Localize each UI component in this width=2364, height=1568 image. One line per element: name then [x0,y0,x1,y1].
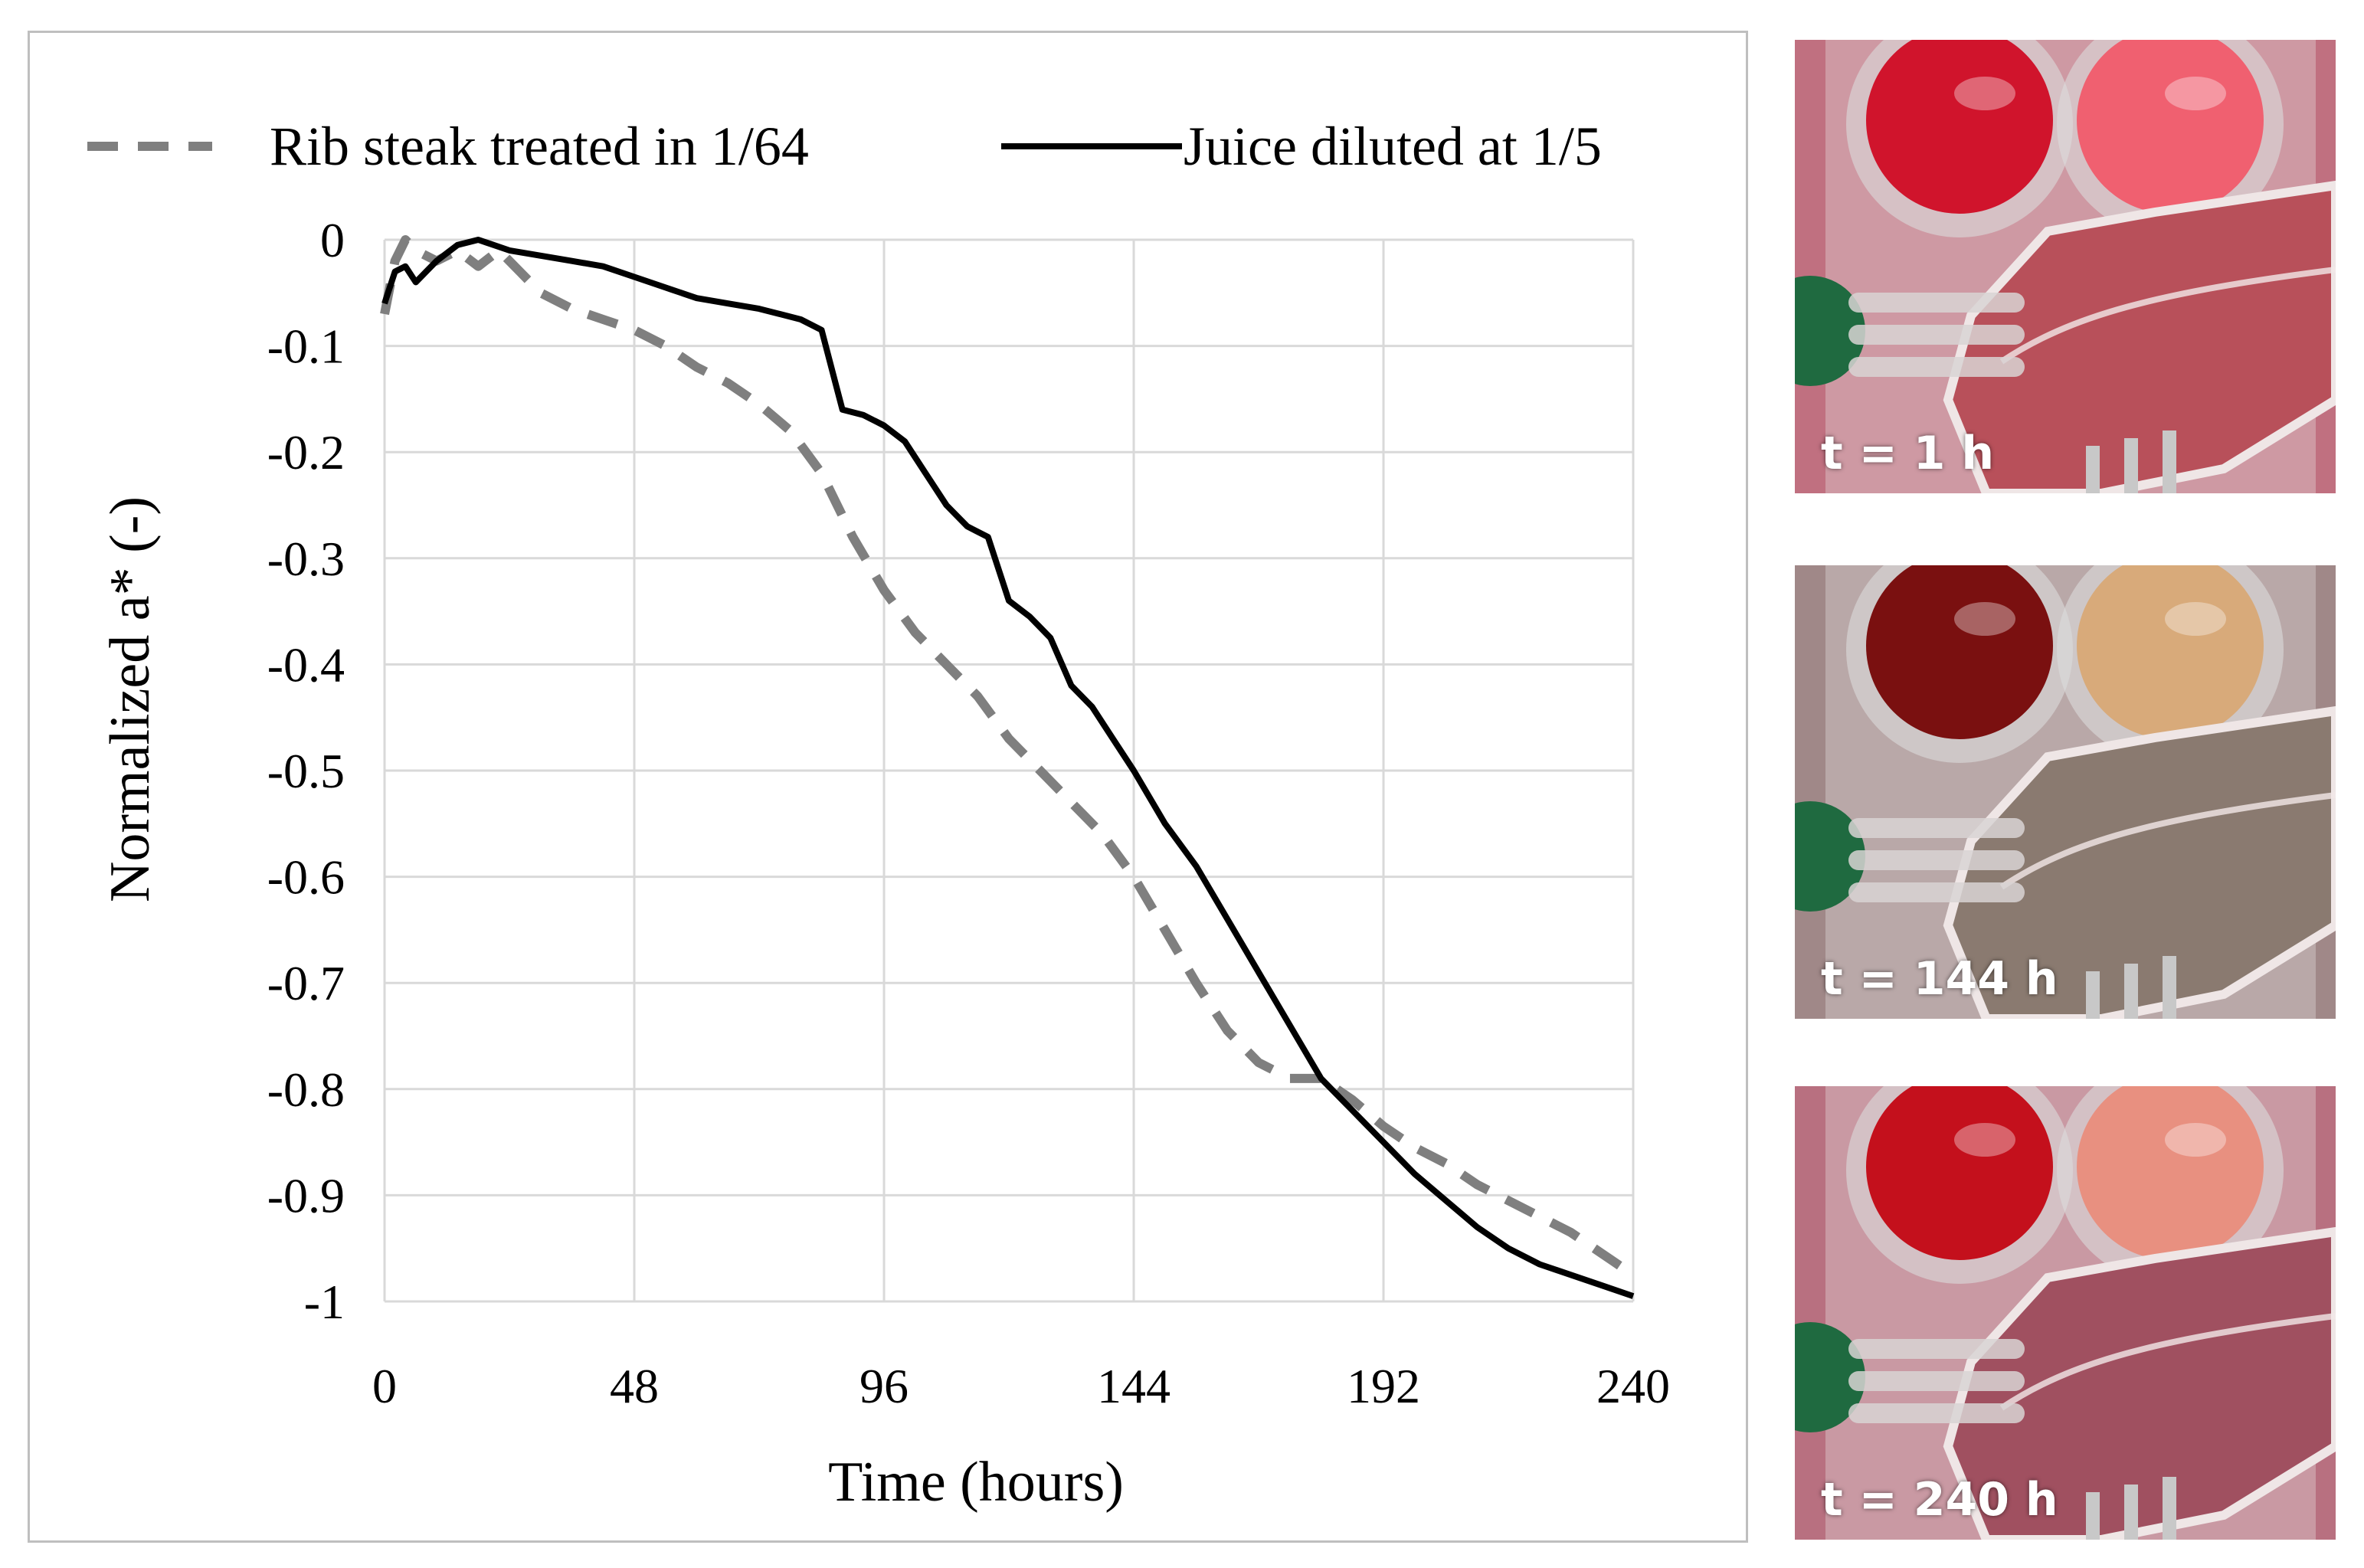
photo-label-1h: t = 1 h [1821,427,1995,480]
meat-slice [1943,705,2336,1019]
connector-2 [2124,438,2138,493]
x-tick-label: 240 [1596,1359,1670,1413]
green-cap [1795,801,1865,912]
connector-2 [2124,964,2138,1019]
y-tick-label: -0.9 [267,1168,345,1223]
series-line-1 [380,235,1636,1279]
x-tick-label: 96 [859,1359,909,1413]
photo-panel-144h: t = 144 h [1795,565,2336,1019]
meat-slice [1943,1226,2336,1540]
green-cap [1795,1322,1865,1432]
photo-label-144h: t = 144 h [1821,952,2058,1006]
x-tick-label: 48 [610,1359,659,1413]
dish-highlight-right [2165,1123,2226,1157]
probe-3 [1848,882,2025,902]
photo-panel-1h: t = 1 h [1795,40,2336,493]
connector-3 [2163,956,2176,1019]
probe-2 [1848,850,2025,870]
legend-label-series-1: Rib steak treated in 1/64 [270,116,809,177]
probe-1 [1848,293,2025,313]
connector-3 [2163,430,2176,493]
chart-frame: 0 -0.1 -0.2 -0.3 -0.4 -0.5 -0.6 -0.7 -0.8 -0.9 -1 0… [28,31,1748,1543]
dish-right [2077,40,2264,214]
meat-fat-streak [1999,792,2336,890]
y-tick-label: 0 [320,213,345,267]
dish-right [2077,1086,2264,1260]
probe-1 [1848,1339,2025,1359]
dish-left [1866,40,2053,214]
probe-3 [1848,357,2025,377]
x-tick-label: 192 [1347,1359,1420,1413]
meat-fat-streak [1999,1313,2336,1411]
connector-1 [2086,446,2100,493]
sample-photo-144h [1795,565,2336,1019]
green-cap [1795,276,1865,386]
y-tick-label: -0.2 [267,425,345,480]
line-chart: 0 -0.1 -0.2 -0.3 -0.4 -0.5 -0.6 -0.7 -0.8 -0.9 -1 0… [87,116,1670,1514]
meat-fat-streak [1999,267,2336,365]
y-tick-label: -0.7 [267,956,345,1010]
connector-1 [2086,1492,2100,1540]
probe-2 [1848,325,2025,345]
probe-2 [1848,1371,2025,1391]
dish-highlight-right [2165,602,2226,636]
y-tick-label: -1 [304,1275,345,1329]
connector-2 [2124,1485,2138,1540]
y-tick-label: -0.4 [267,637,345,692]
connector-1 [2086,971,2100,1019]
photo-label-240h: t = 240 h [1821,1473,2058,1527]
connector-3 [2163,1477,2176,1540]
dish-highlight-left [1954,1123,2015,1157]
dish-highlight-right [2165,77,2226,110]
y-tick-label: -0.8 [267,1062,345,1117]
dish-highlight-left [1954,77,2015,110]
y-tick-label: -0.5 [267,744,345,798]
y-tick-label: -0.1 [267,319,345,374]
dish-highlight-left [1954,602,2015,636]
legend-label-series-2: Juice diluted at 1/5 [1184,116,1602,177]
y-tick-label: -0.3 [267,532,345,586]
dish-left [1866,565,2053,739]
y-tick-label: -0.6 [267,850,345,905]
sample-photo-240h [1795,1086,2336,1540]
probe-3 [1848,1403,2025,1423]
x-axis-title: Time (hours) [828,1451,1124,1514]
probe-1 [1848,818,2025,838]
x-tick-label: 144 [1097,1359,1171,1413]
x-tick-label: 0 [372,1359,397,1413]
meat-slice [1943,180,2336,493]
dish-left [1866,1086,2053,1260]
y-axis-title: Normalized a* (-) [99,496,162,902]
sample-photo-1h [1795,40,2336,493]
photo-panel-240h: t = 240 h [1795,1086,2336,1540]
dish-right [2077,565,2264,739]
series-line-2 [381,237,1635,1299]
